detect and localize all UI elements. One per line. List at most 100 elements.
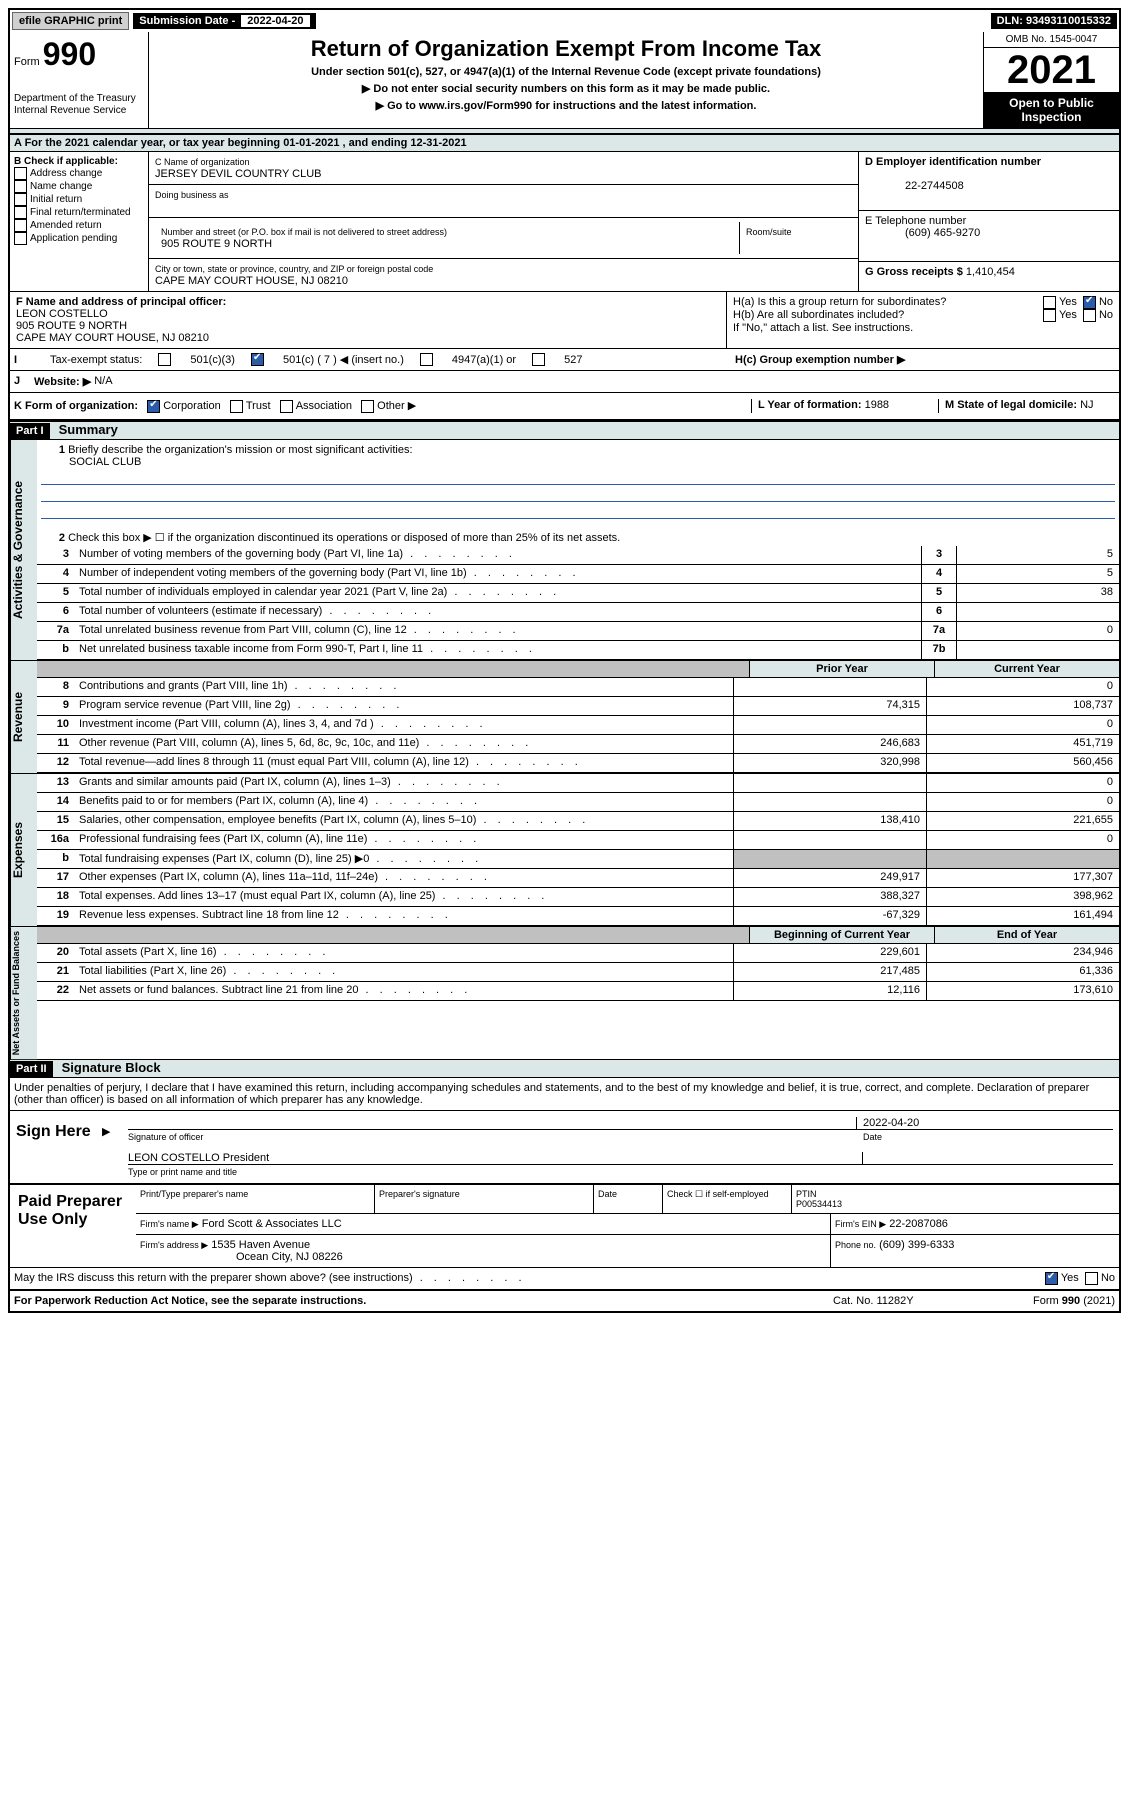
city-label: City or town, state or province, country… bbox=[155, 264, 433, 274]
row-prior: 388,327 bbox=[733, 888, 926, 906]
part-ii-title: Signature Block bbox=[56, 1058, 167, 1077]
row-curr: 0 bbox=[926, 831, 1119, 849]
tax-year: 2021 bbox=[984, 48, 1119, 92]
footer: For Paperwork Reduction Act Notice, see … bbox=[10, 1289, 1119, 1311]
row-num: 18 bbox=[37, 888, 75, 906]
discuss-no: No bbox=[1101, 1272, 1115, 1285]
form-number: 990 bbox=[43, 36, 96, 72]
revenue-row: 11 Other revenue (Part VIII, column (A),… bbox=[37, 735, 1119, 754]
revenue-row: 9 Program service revenue (Part VIII, li… bbox=[37, 697, 1119, 716]
balance-header: Beginning of Current Year End of Year bbox=[37, 927, 1119, 944]
firm-addr-value: 1535 Haven Avenue bbox=[211, 1239, 310, 1251]
row-num: 13 bbox=[37, 774, 75, 792]
prior-year-label: Prior Year bbox=[750, 661, 935, 677]
revenue-row: 10 Investment income (Part VIII, column … bbox=[37, 716, 1119, 735]
row-desc: Total revenue—add lines 8 through 11 (mu… bbox=[75, 754, 733, 772]
row-val: 5 bbox=[956, 546, 1119, 564]
row-desc: Total number of individuals employed in … bbox=[75, 584, 921, 602]
row-box: 3 bbox=[921, 546, 956, 564]
row-curr: 0 bbox=[926, 678, 1119, 696]
row-desc: Professional fundraising fees (Part IX, … bbox=[75, 831, 733, 849]
revenue-row: 8 Contributions and grants (Part VIII, l… bbox=[37, 678, 1119, 697]
cb-527[interactable] bbox=[532, 353, 545, 366]
cb-final[interactable] bbox=[14, 206, 27, 219]
row-k: K Form of organization: Corporation Trus… bbox=[10, 393, 1119, 421]
sign-here-label: Sign Here bbox=[10, 1111, 102, 1183]
row-num: b bbox=[37, 850, 75, 868]
cb-pending[interactable] bbox=[14, 232, 27, 245]
row-curr: 108,737 bbox=[926, 697, 1119, 715]
cb-hb-yes[interactable] bbox=[1043, 309, 1056, 322]
current-year-label: Current Year bbox=[935, 661, 1119, 677]
row-fh: F Name and address of principal officer:… bbox=[10, 292, 1119, 349]
cb-amended[interactable] bbox=[14, 219, 27, 232]
row-j: J Website: ▶ N/A bbox=[10, 371, 1119, 393]
street-value: 905 ROUTE 9 NORTH bbox=[161, 238, 272, 250]
hc-label: H(c) Group exemption number ▶ bbox=[735, 354, 905, 366]
discuss-row: May the IRS discuss this return with the… bbox=[10, 1267, 1119, 1289]
discuss-yes: Yes bbox=[1061, 1272, 1079, 1285]
cb-ha-yes[interactable] bbox=[1043, 296, 1056, 309]
row-prior: 229,601 bbox=[733, 944, 926, 962]
city-value: CAPE MAY COURT HOUSE, NJ 08210 bbox=[155, 275, 348, 287]
row-val: 0 bbox=[956, 622, 1119, 640]
row-num: 3 bbox=[37, 546, 75, 564]
officer-city: CAPE MAY COURT HOUSE, NJ 08210 bbox=[16, 332, 209, 344]
cb-other[interactable] bbox=[361, 400, 374, 413]
efile-button[interactable]: efile GRAPHIC print bbox=[12, 12, 129, 30]
part-i-badge: Part I bbox=[10, 423, 50, 439]
firm-addr-label: Firm's address ▶ bbox=[140, 1240, 208, 1250]
arrow-icon: ▶ bbox=[102, 1111, 122, 1183]
expense-row: 17 Other expenses (Part IX, column (A), … bbox=[37, 869, 1119, 888]
cb-discuss-no[interactable] bbox=[1085, 1272, 1098, 1285]
form-container: efile GRAPHIC print Submission Date - 20… bbox=[8, 8, 1121, 1313]
cb-corp[interactable] bbox=[147, 400, 160, 413]
expense-row: b Total fundraising expenses (Part IX, c… bbox=[37, 850, 1119, 869]
cb-discuss-yes[interactable] bbox=[1045, 1272, 1058, 1285]
side-revenue: Revenue bbox=[10, 661, 37, 773]
preparer-block: Paid Preparer Use Only Print/Type prepar… bbox=[10, 1183, 1119, 1267]
footer-left: For Paperwork Reduction Act Notice, see … bbox=[14, 1295, 833, 1307]
ein-value: 22-2744508 bbox=[905, 180, 964, 192]
cb-ha-no[interactable] bbox=[1083, 296, 1096, 309]
side-governance: Activities & Governance bbox=[10, 440, 37, 660]
row-prior: 74,315 bbox=[733, 697, 926, 715]
opt-amended: Amended return bbox=[30, 220, 102, 231]
dba-label: Doing business as bbox=[155, 190, 229, 200]
cb-trust[interactable] bbox=[230, 400, 243, 413]
cb-501c[interactable] bbox=[251, 353, 264, 366]
opt-corp: Corporation bbox=[163, 400, 220, 412]
firm-name-label: Firm's name ▶ bbox=[140, 1219, 199, 1229]
q1-text: Briefly describe the organization's miss… bbox=[68, 444, 412, 456]
cb-address-change[interactable] bbox=[14, 167, 27, 180]
cb-4947[interactable] bbox=[420, 353, 433, 366]
section-dег: D Employer identification number 22-2744… bbox=[858, 152, 1119, 291]
row-desc: Contributions and grants (Part VIII, lin… bbox=[75, 678, 733, 696]
section-i-label: Tax-exempt status: bbox=[50, 354, 142, 366]
row-num: 7a bbox=[37, 622, 75, 640]
row-curr: 398,962 bbox=[926, 888, 1119, 906]
row-box: 6 bbox=[921, 603, 956, 621]
officer-name: LEON COSTELLO bbox=[16, 308, 108, 320]
cb-name-change[interactable] bbox=[14, 180, 27, 193]
cb-assoc[interactable] bbox=[280, 400, 293, 413]
opt-trust: Trust bbox=[246, 400, 271, 412]
row-prior: 217,485 bbox=[733, 963, 926, 981]
street-label: Number and street (or P.O. box if mail i… bbox=[161, 227, 447, 237]
dln-number: DLN: 93493110015332 bbox=[991, 13, 1117, 29]
cb-hb-no[interactable] bbox=[1083, 309, 1096, 322]
opt-name: Name change bbox=[30, 181, 92, 192]
row-desc: Total unrelated business revenue from Pa… bbox=[75, 622, 921, 640]
cb-initial[interactable] bbox=[14, 193, 27, 206]
row-desc: Grants and similar amounts paid (Part IX… bbox=[75, 774, 733, 792]
expense-row: 15 Salaries, other compensation, employe… bbox=[37, 812, 1119, 831]
summary-revenue: Revenue Prior Year Current Year 8 Contri… bbox=[10, 660, 1119, 773]
row-box: 4 bbox=[921, 565, 956, 583]
row-prior: 12,116 bbox=[733, 982, 926, 1000]
row-num: 4 bbox=[37, 565, 75, 583]
section-l-label: L Year of formation: bbox=[758, 399, 862, 411]
sig-date-label: Date bbox=[857, 1132, 1113, 1142]
row-prior bbox=[733, 716, 926, 734]
row-num: 15 bbox=[37, 812, 75, 830]
cb-501c3[interactable] bbox=[158, 353, 171, 366]
